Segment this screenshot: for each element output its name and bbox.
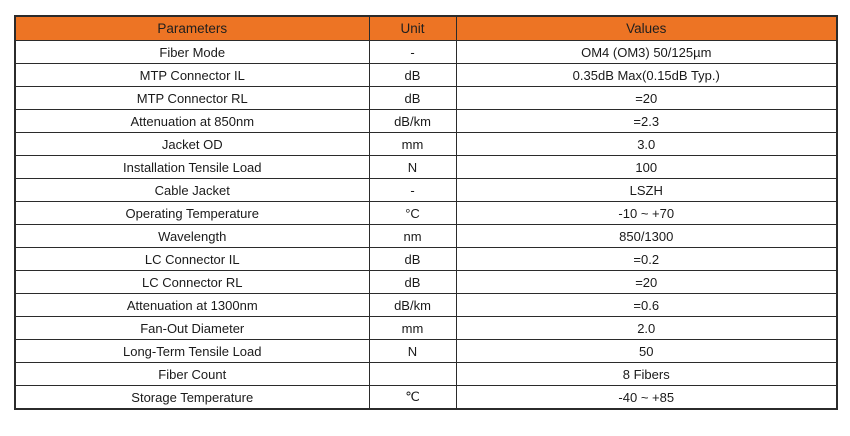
table-row: Long-Term Tensile Load N 50 <box>14 339 838 363</box>
header-cell-parameters: Parameters <box>14 15 370 41</box>
value-cell: OM4 (OM3) 50/125µm <box>455 40 838 64</box>
value-cell: LSZH <box>455 178 838 202</box>
parameter-cell: LC Connector RL <box>14 270 370 294</box>
unit-cell: - <box>368 40 457 64</box>
table-row: Storage Temperature ℃ -40 ~ +85 <box>14 385 838 410</box>
value-cell: 850/1300 <box>455 224 838 248</box>
value-cell: =2.3 <box>455 109 838 133</box>
table-row: Wavelength nm 850/1300 <box>14 224 838 248</box>
value-cell: 8 Fibers <box>455 362 838 386</box>
unit-cell: mm <box>368 316 457 340</box>
table-row: Installation Tensile Load N 100 <box>14 155 838 179</box>
table-row: MTP Connector RL dB =20 <box>14 86 838 110</box>
unit-cell: mm <box>368 132 457 156</box>
unit-cell: dB <box>368 270 457 294</box>
value-cell: =20 <box>455 270 838 294</box>
value-cell: 100 <box>455 155 838 179</box>
parameter-cell: Installation Tensile Load <box>14 155 370 179</box>
header-cell-values: Values <box>455 15 838 41</box>
parameter-cell: MTP Connector IL <box>14 63 370 87</box>
table-row: Cable Jacket - LSZH <box>14 178 838 202</box>
spec-table-container: Parameters Unit Values Fiber Mode - OM4 (O… <box>14 15 838 410</box>
parameter-cell: Long-Term Tensile Load <box>14 339 370 363</box>
table-row: Attenuation at 850nm dB/km =2.3 <box>14 109 838 133</box>
value-cell: -10 ~ +70 <box>455 201 838 225</box>
value-cell: =0.6 <box>455 293 838 317</box>
table-row: Attenuation at 1300nm dB/km =0.6 <box>14 293 838 317</box>
value-cell: =20 <box>455 86 838 110</box>
parameter-cell: MTP Connector RL <box>14 86 370 110</box>
parameter-cell: Fiber Mode <box>14 40 370 64</box>
unit-cell: °C <box>368 201 457 225</box>
value-cell: -40 ~ +85 <box>455 385 838 410</box>
value-cell: 50 <box>455 339 838 363</box>
table-row: LC Connector IL dB =0.2 <box>14 247 838 271</box>
unit-cell: nm <box>368 224 457 248</box>
table-row: Operating Temperature °C -10 ~ +70 <box>14 201 838 225</box>
parameter-cell: Attenuation at 850nm <box>14 109 370 133</box>
value-cell: 2.0 <box>455 316 838 340</box>
unit-cell: - <box>368 178 457 202</box>
table-row: Fiber Mode - OM4 (OM3) 50/125µm <box>14 40 838 64</box>
unit-cell <box>368 362 457 386</box>
unit-cell: N <box>368 155 457 179</box>
spec-table-head: Parameters Unit Values <box>14 15 838 41</box>
table-row: Fiber Count 8 Fibers <box>14 362 838 386</box>
parameter-cell: Cable Jacket <box>14 178 370 202</box>
parameter-cell: Fiber Count <box>14 362 370 386</box>
value-cell: 3.0 <box>455 132 838 156</box>
spec-table-body: Fiber Mode - OM4 (OM3) 50/125µm MTP Connect… <box>14 40 838 410</box>
spec-table: Parameters Unit Values Fiber Mode - OM4 (O… <box>14 15 838 410</box>
table-row: MTP Connector IL dB 0.35dB Max(0.15dB Typ.… <box>14 63 838 87</box>
table-row: Fan-Out Diameter mm 2.0 <box>14 316 838 340</box>
parameter-cell: Operating Temperature <box>14 201 370 225</box>
parameter-cell: Attenuation at 1300nm <box>14 293 370 317</box>
unit-cell: dB/km <box>368 109 457 133</box>
unit-cell: dB <box>368 63 457 87</box>
unit-cell: N <box>368 339 457 363</box>
parameter-cell: Jacket OD <box>14 132 370 156</box>
parameter-cell: Wavelength <box>14 224 370 248</box>
value-cell: =0.2 <box>455 247 838 271</box>
header-row: Parameters Unit Values <box>14 15 838 41</box>
unit-cell: ℃ <box>368 385 457 410</box>
parameter-cell: LC Connector IL <box>14 247 370 271</box>
unit-cell: dB <box>368 247 457 271</box>
unit-cell: dB/km <box>368 293 457 317</box>
unit-cell: dB <box>368 86 457 110</box>
parameter-cell: Storage Temperature <box>14 385 370 410</box>
parameter-cell: Fan-Out Diameter <box>14 316 370 340</box>
header-cell-unit: Unit <box>368 15 457 41</box>
table-row: LC Connector RL dB =20 <box>14 270 838 294</box>
value-cell: 0.35dB Max(0.15dB Typ.) <box>455 63 838 87</box>
table-row: Jacket OD mm 3.0 <box>14 132 838 156</box>
